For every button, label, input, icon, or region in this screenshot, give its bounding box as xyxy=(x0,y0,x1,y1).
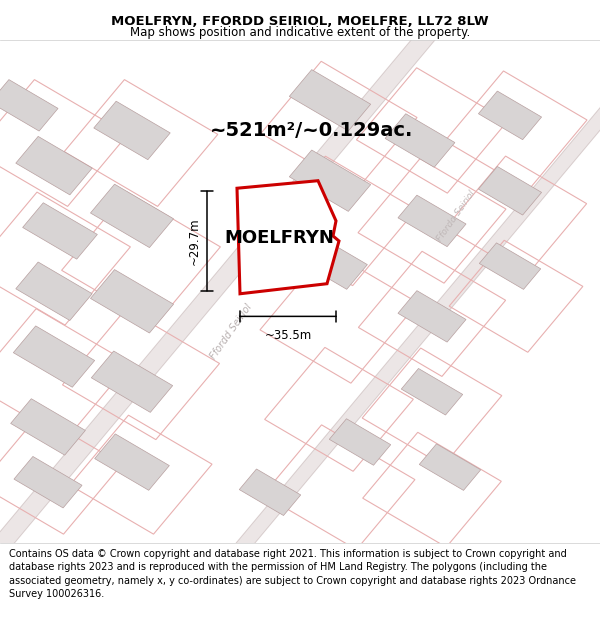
Polygon shape xyxy=(91,269,173,333)
Polygon shape xyxy=(16,262,92,321)
Polygon shape xyxy=(91,184,173,248)
Text: Map shows position and indicative extent of the property.: Map shows position and indicative extent… xyxy=(130,26,470,39)
Polygon shape xyxy=(11,399,85,455)
Text: Ffordd Seiriol: Ffordd Seiriol xyxy=(208,302,254,361)
Text: ~521m²/~0.129ac.: ~521m²/~0.129ac. xyxy=(211,121,413,140)
Text: MOELFRYN, FFORDD SEIRIOL, MOELFRE, LL72 8LW: MOELFRYN, FFORDD SEIRIOL, MOELFRE, LL72 … xyxy=(111,15,489,28)
Polygon shape xyxy=(479,243,541,289)
Polygon shape xyxy=(14,456,82,508)
Polygon shape xyxy=(419,444,481,491)
Polygon shape xyxy=(0,79,58,131)
Polygon shape xyxy=(94,101,170,159)
Polygon shape xyxy=(329,419,391,465)
Polygon shape xyxy=(13,326,95,388)
Polygon shape xyxy=(398,195,466,247)
Text: Ffordd Seiriol: Ffordd Seiriol xyxy=(435,189,477,243)
Text: Contains OS data © Crown copyright and database right 2021. This information is : Contains OS data © Crown copyright and d… xyxy=(9,549,576,599)
Text: ~29.7m: ~29.7m xyxy=(187,217,200,265)
Polygon shape xyxy=(91,351,173,413)
Polygon shape xyxy=(289,69,371,131)
Polygon shape xyxy=(95,434,169,490)
Polygon shape xyxy=(385,114,455,168)
Polygon shape xyxy=(237,181,339,294)
Polygon shape xyxy=(16,136,92,195)
Text: ~35.5m: ~35.5m xyxy=(265,329,311,342)
Polygon shape xyxy=(289,150,371,211)
Polygon shape xyxy=(23,202,97,259)
Polygon shape xyxy=(478,91,542,139)
Polygon shape xyxy=(239,469,301,516)
Text: MOELFRYN: MOELFRYN xyxy=(224,229,334,248)
Polygon shape xyxy=(478,166,542,215)
Polygon shape xyxy=(293,233,367,289)
Polygon shape xyxy=(398,291,466,342)
Polygon shape xyxy=(401,369,463,415)
